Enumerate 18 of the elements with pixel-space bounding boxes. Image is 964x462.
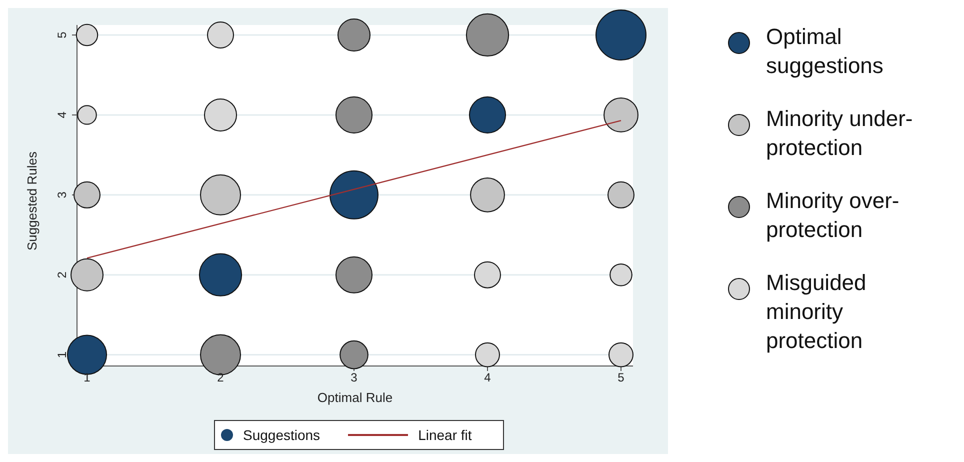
y-tick-label: 4 — [55, 111, 69, 118]
x-tick-label: 2 — [217, 370, 224, 385]
y-tick-label: 1 — [55, 351, 69, 358]
x-tick-label: 4 — [484, 370, 492, 385]
y-tick-label: 5 — [55, 31, 69, 38]
x-tick-label: 3 — [350, 370, 358, 385]
legend-label: Misguided minority protection — [766, 269, 868, 355]
x-tick-label: 5 — [618, 370, 625, 385]
legend-label: Minority over-protection — [766, 187, 900, 244]
legend-label: Minority under-protection — [766, 105, 914, 162]
legend-label: Linear fit — [418, 427, 472, 443]
y-axis-title: Suggested Rules — [24, 150, 40, 250]
x-axis-title: Optimal Rule — [317, 390, 393, 405]
y-tick-label: 3 — [55, 191, 69, 198]
text: Suggestions — [243, 427, 320, 443]
y-tick-label: 2 — [55, 271, 69, 278]
legend-label: Optimal suggestions — [766, 23, 884, 80]
x-tick-label: 1 — [84, 370, 91, 385]
